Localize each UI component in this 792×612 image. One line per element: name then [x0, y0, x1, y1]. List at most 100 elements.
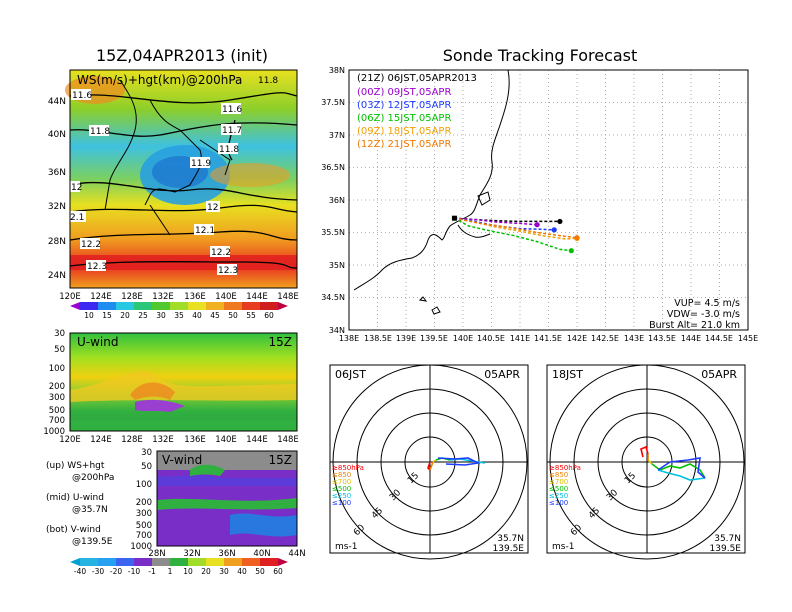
lat-tick: 28N — [148, 549, 165, 559]
hodo-lat: 35.7N — [714, 534, 741, 544]
vup-text: VUP= 4.5 m/s — [674, 298, 740, 309]
legend-entry: (03Z) 12JST,05APR — [357, 100, 451, 111]
map-panel-label: WS(m/s)+hgt(km)@200hPa — [77, 73, 242, 87]
colorbar-label: 10 — [183, 567, 193, 576]
uwind-label: U-wind — [77, 335, 118, 349]
p-tick: 200 — [49, 382, 65, 392]
contour-label: 11.8 — [90, 127, 110, 137]
lon-tick: 142.5E — [591, 334, 619, 343]
lon-tick: 138E — [339, 334, 359, 343]
colorbar-label: 20 — [201, 567, 211, 576]
lat-tick: 38N — [329, 66, 345, 75]
uwind-lon-ticks: 120E 124E 128E 132E 136E 140E 144E 148E — [59, 435, 299, 445]
level-label: ≤700 — [549, 478, 568, 486]
lat-tick: 36.5N — [321, 163, 345, 172]
track-line — [454, 217, 572, 252]
contour-label: 12.2 — [81, 240, 101, 250]
lat-tick: 35N — [329, 261, 345, 270]
hodo-date: 05APR — [701, 368, 737, 381]
contour-label: 11.8 — [258, 76, 278, 86]
lat-tick: 35.5N — [321, 228, 345, 237]
contour-label: 12.1 — [195, 226, 215, 236]
p-tick: 1000 — [130, 542, 152, 552]
colorbar-label: 35 — [174, 311, 184, 320]
colorbar-label: 20 — [120, 311, 130, 320]
uwind-panel: U-wind 15Z 30 50 100 200 300 500 700 100… — [43, 329, 298, 445]
p-tick: 700 — [136, 531, 152, 541]
lon-tick: 124E — [90, 292, 112, 302]
legend-entry: (12Z) 21JST,05APR — [357, 139, 451, 150]
lon-tick: 120E — [59, 292, 81, 302]
hodograph-trace — [640, 445, 706, 481]
colorbar-label: -40 — [74, 567, 86, 576]
lat-tick: 24N — [48, 271, 66, 281]
panel-notes: (up) WS+hgt @200hPa (mid) U-wind @35.7N … — [46, 461, 114, 547]
vwind-time: 15Z — [269, 453, 293, 467]
level-label: ≤850 — [332, 471, 351, 479]
uwind-p-ticks: 30 50 100 200 300 500 700 1000 — [43, 329, 65, 437]
map-coastlines — [104, 79, 231, 236]
note-mid2: @35.7N — [72, 505, 108, 515]
colorbar-label: 40 — [237, 567, 247, 576]
p-tick: 50 — [141, 462, 152, 472]
lon-tick: 144.5E — [705, 334, 733, 343]
p-tick: 200 — [136, 498, 152, 508]
p-tick: 300 — [49, 393, 65, 403]
lon-tick: 136E — [184, 435, 206, 445]
level-label: ≤500 — [332, 485, 351, 493]
lat-tick: 34.5N — [321, 293, 345, 302]
map-colorbar: 10 15 20 25 30 35 40 45 50 55 60 — [70, 302, 288, 320]
burst-alt-text: Burst Alt= 21.0 km — [649, 320, 740, 331]
lat-tick: 44N — [48, 97, 66, 107]
legend-entry: (06Z) 15JST,05APR — [357, 113, 451, 124]
lon-tick: 148E — [277, 292, 299, 302]
track-lat-ticks: 38N 37.5N 37N 36.5N 36N 35.5N 35N 34.5N … — [321, 66, 345, 335]
vdw-text: VDW= -3.0 m/s — [667, 309, 740, 320]
colorbar-label: 50 — [255, 567, 265, 576]
right-title: Sonde Tracking Forecast — [443, 46, 638, 65]
legend-entry: (21Z) 06JST,05APR2013 — [357, 73, 477, 84]
track-line — [454, 217, 578, 239]
lat-tick: 44N — [288, 549, 305, 559]
lat-tick: 36N — [48, 168, 66, 178]
contour-label: 12.3 — [218, 266, 238, 276]
colorbar-label: 60 — [264, 311, 274, 320]
lon-tick: 140E — [453, 334, 473, 343]
hodo-levels: ≥850hPa ≤850 ≤700 ≤500 ≤250 ≤100 — [332, 464, 364, 507]
track-endpoint — [574, 235, 580, 241]
p-tick: 1000 — [43, 427, 65, 437]
lat-tick: 28N — [48, 237, 66, 247]
level-label: ≤250 — [549, 492, 568, 500]
map-lat-ticks: 44N 40N 36N 32N 28N 24N — [48, 97, 66, 281]
lon-tick: 132E — [152, 292, 174, 302]
lon-tick: 132E — [152, 435, 174, 445]
colorbar-label: 40 — [192, 311, 202, 320]
p-tick: 100 — [49, 364, 65, 374]
lon-tick: 120E — [59, 435, 81, 445]
lat-tick: 40N — [253, 549, 270, 559]
level-label: ≤100 — [332, 499, 351, 507]
lon-tick: 148E — [277, 435, 299, 445]
hodo-date: 05APR — [484, 368, 520, 381]
legend-entry: (09Z) 18JST,05APR — [357, 126, 451, 137]
contour-label: 11.8 — [219, 145, 239, 155]
p-tick: 30 — [141, 448, 152, 458]
lon-tick: 140E — [215, 292, 237, 302]
p-tick: 100 — [136, 480, 152, 490]
vwind-panel: V-wind 15Z 30 50 100 200 300 500 700 100… — [130, 448, 305, 559]
left-title: 15Z,04APR2013 (init) — [96, 46, 268, 65]
track-lon-ticks: 138E 138.5E 139E 139.5E 140E 140.5E 141E… — [339, 334, 758, 343]
colorbar-label: -30 — [92, 567, 104, 576]
level-label: ≤250 — [332, 492, 351, 500]
p-tick: 300 — [136, 509, 152, 519]
lat-tick: 40N — [48, 130, 66, 140]
lon-tick: 144E — [681, 334, 701, 343]
hodo-lon: 139.5E — [710, 544, 742, 554]
colorbar-label: -10 — [128, 567, 140, 576]
colorbar-label: 1 — [168, 567, 173, 576]
colorbar-label: 30 — [156, 311, 166, 320]
level-label: ≥850hPa — [332, 464, 364, 472]
lon-tick: 140E — [215, 435, 237, 445]
colorbar-label: 60 — [273, 567, 283, 576]
